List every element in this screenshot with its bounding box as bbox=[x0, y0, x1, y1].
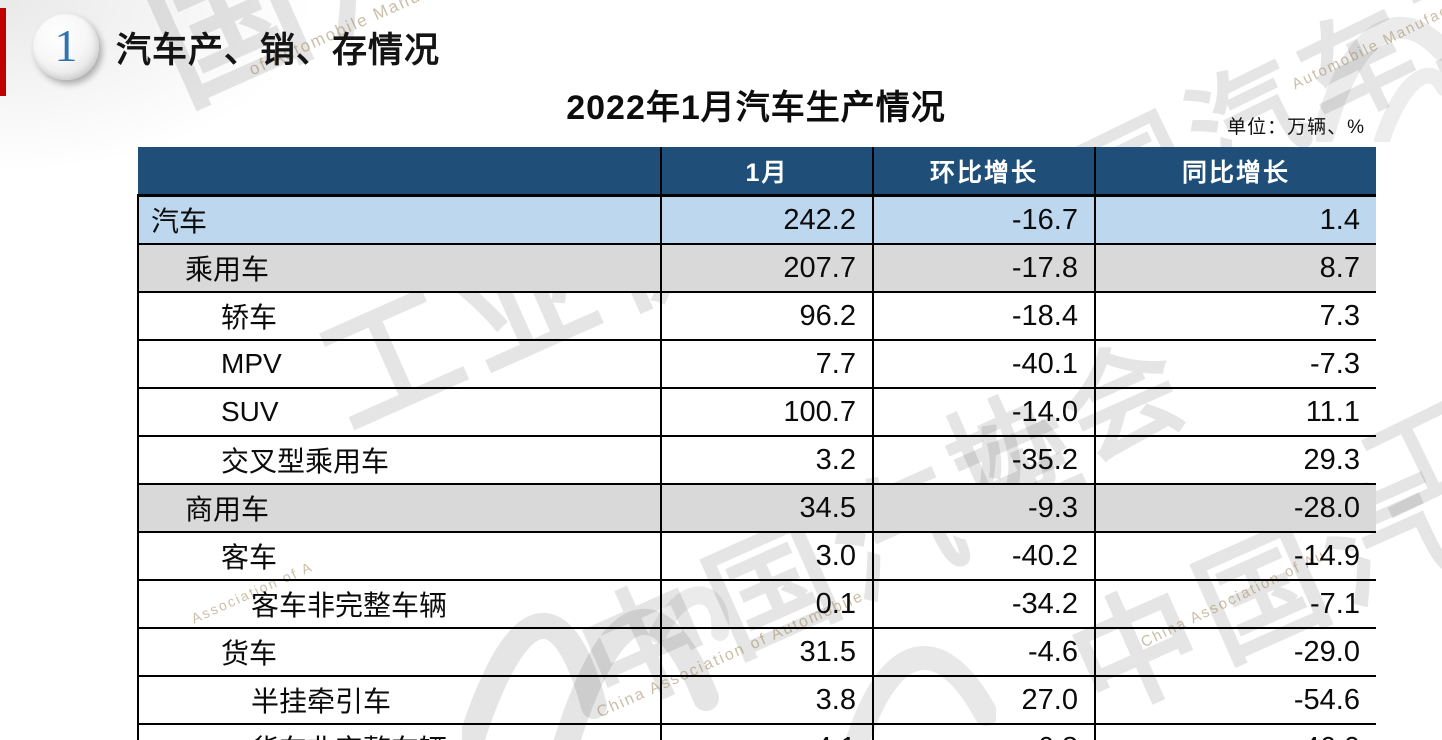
value-cell-month: 100.7 bbox=[661, 388, 874, 437]
value-cell-month: 96.2 bbox=[661, 292, 874, 341]
table-title: 2022年1月汽车生产情况 bbox=[566, 89, 946, 127]
table-row: 轿车 96.2 -18.4 7.3 bbox=[137, 292, 1376, 341]
table-row: 客车 3.0 -40.2 -14.9 bbox=[137, 532, 1376, 581]
value-cell-yoy-growth: -54.6 bbox=[1095, 676, 1376, 725]
value-cell-mom-growth: -14.0 bbox=[873, 388, 1096, 437]
value-cell-month: 3.0 bbox=[661, 532, 874, 581]
value-cell-yoy-growth: -7.3 bbox=[1095, 340, 1376, 389]
value-cell-mom-growth: -16.7 bbox=[873, 195, 1096, 245]
value-cell-month: 31.5 bbox=[661, 628, 874, 677]
value-cell-month: 3.2 bbox=[661, 436, 874, 485]
value-cell-mom-growth: -9.3 bbox=[873, 484, 1096, 533]
header-cell-mom-growth: 环比增长 bbox=[873, 147, 1096, 197]
value-cell-month: 34.5 bbox=[661, 484, 874, 533]
table-row: 货车非完整车辆 4.1 -6.8 -46.0 bbox=[137, 724, 1376, 740]
value-cell-month: 242.2 bbox=[661, 195, 874, 245]
table-header-row: 1月 环比增长 同比增长 bbox=[138, 147, 1376, 197]
table-row: 客车非完整车辆 0.1 -34.2 -7.1 bbox=[137, 580, 1376, 629]
value-cell-mom-growth: -18.4 bbox=[873, 292, 1096, 341]
value-cell-yoy-growth: 1.4 bbox=[1095, 195, 1376, 245]
category-label-cell: 乘用车 bbox=[137, 244, 662, 293]
production-table-body: 汽车 242.2 -16.7 1.4 乘用车 207.7 -17.8 8.7 轿… bbox=[137, 195, 1376, 740]
value-cell-yoy-growth: 7.3 bbox=[1095, 292, 1376, 341]
value-cell-yoy-growth: 29.3 bbox=[1095, 436, 1376, 485]
value-cell-month: 7.7 bbox=[661, 340, 874, 389]
value-cell-mom-growth: -40.1 bbox=[873, 340, 1096, 389]
category-label-cell: 客车非完整车辆 bbox=[137, 580, 662, 629]
section-number: 1 bbox=[54, 20, 78, 71]
table-row: 半挂牵引车 3.8 27.0 -54.6 bbox=[137, 676, 1376, 725]
header-cell-yoy-growth: 同比增长 bbox=[1095, 147, 1376, 197]
value-cell-yoy-growth: -14.9 bbox=[1095, 532, 1376, 581]
table-row: 商用车 34.5 -9.3 -28.0 bbox=[137, 484, 1376, 533]
category-label-cell: 交叉型乘用车 bbox=[137, 436, 662, 485]
value-cell-mom-growth: -35.2 bbox=[873, 436, 1096, 485]
category-label-cell: MPV bbox=[137, 340, 662, 389]
red-edge-mark bbox=[0, 8, 6, 96]
value-cell-month: 207.7 bbox=[661, 244, 874, 293]
value-cell-yoy-growth: -46.0 bbox=[1095, 724, 1376, 740]
value-cell-mom-growth: -34.2 bbox=[873, 580, 1096, 629]
watermark-text: Automobile Manufacture bbox=[1289, 0, 1442, 94]
table-row: MPV 7.7 -40.1 -7.3 bbox=[137, 340, 1376, 389]
value-cell-yoy-growth: 11.1 bbox=[1095, 388, 1376, 437]
header-cell-month: 1月 bbox=[661, 147, 874, 197]
value-cell-yoy-growth: 8.7 bbox=[1095, 244, 1376, 293]
value-cell-month: 3.8 bbox=[661, 676, 874, 725]
category-label-cell: 客车 bbox=[137, 532, 662, 581]
category-label-cell: 轿车 bbox=[137, 292, 662, 341]
value-cell-month: 4.1 bbox=[661, 724, 874, 740]
unit-label: 单位：万辆、% bbox=[1227, 117, 1365, 138]
value-cell-month: 0.1 bbox=[661, 580, 874, 629]
category-label-cell: 货车 bbox=[137, 628, 662, 677]
value-cell-mom-growth: -40.2 bbox=[873, 532, 1096, 581]
category-label-cell: 汽车 bbox=[137, 195, 662, 245]
table-row: 乘用车 207.7 -17.8 8.7 bbox=[137, 244, 1376, 293]
production-table: 1月 环比增长 同比增长 汽车 242.2 -16.7 1.4 乘用车 207.… bbox=[137, 147, 1376, 740]
section-number-badge: 1 bbox=[33, 14, 99, 80]
value-cell-mom-growth: -6.8 bbox=[873, 724, 1096, 740]
table-row: 汽车 242.2 -16.7 1.4 bbox=[137, 195, 1376, 245]
section-title: 汽车产、销、存情况 bbox=[116, 31, 441, 70]
table-row: 货车 31.5 -4.6 -29.0 bbox=[137, 628, 1376, 677]
category-label-cell: 商用车 bbox=[137, 484, 662, 533]
category-label-cell: SUV bbox=[137, 388, 662, 437]
header-cell-category bbox=[138, 147, 662, 197]
value-cell-mom-growth: -17.8 bbox=[873, 244, 1096, 293]
table-row: SUV 100.7 -14.0 11.1 bbox=[137, 388, 1376, 437]
value-cell-mom-growth: -4.6 bbox=[873, 628, 1096, 677]
value-cell-yoy-growth: -7.1 bbox=[1095, 580, 1376, 629]
category-label-cell: 货车非完整车辆 bbox=[137, 724, 662, 740]
table-row: 交叉型乘用车 3.2 -35.2 29.3 bbox=[137, 436, 1376, 485]
value-cell-yoy-growth: -28.0 bbox=[1095, 484, 1376, 533]
category-label-cell: 半挂牵引车 bbox=[137, 676, 662, 725]
value-cell-yoy-growth: -29.0 bbox=[1095, 628, 1376, 677]
value-cell-mom-growth: 27.0 bbox=[873, 676, 1096, 725]
